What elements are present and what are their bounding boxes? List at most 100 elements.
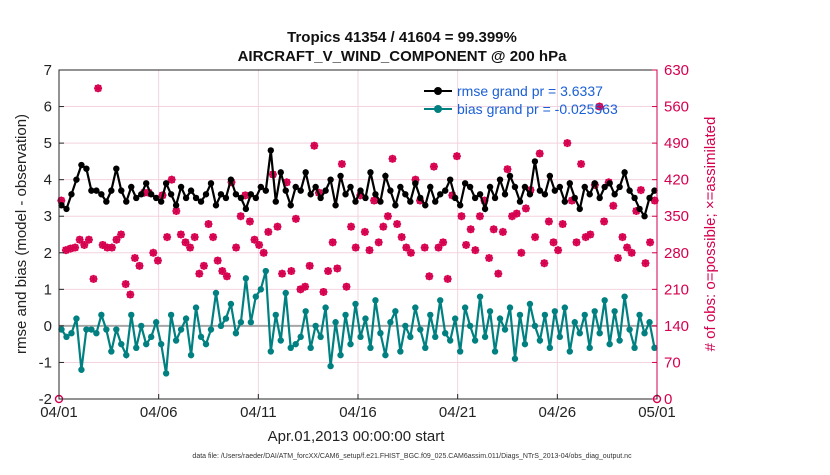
rmse-point: [217, 191, 225, 198]
obs-assimilated-marker: [89, 274, 98, 283]
rmse-point: [197, 198, 205, 205]
rmse-point: [651, 187, 658, 194]
rmse-point: [103, 198, 110, 205]
rmse-point: [93, 187, 100, 194]
bias-point: [626, 326, 633, 333]
bias-point: [496, 315, 504, 322]
rmse-point: [491, 194, 499, 202]
y-right-tick-label: 280: [664, 245, 689, 262]
rmse-point: [98, 191, 105, 198]
rmse-point: [466, 183, 474, 191]
rmse-point: [73, 176, 80, 183]
rmse-point: [461, 180, 469, 187]
y-left-tick-label: 5: [44, 135, 52, 152]
bias-point: [437, 297, 444, 304]
bias-point: [152, 319, 160, 326]
obs-assimilated-marker: [75, 235, 84, 244]
rmse-point: [526, 191, 534, 198]
rmse-point: [123, 198, 130, 205]
obs-assimilated-marker: [512, 209, 521, 218]
rmse-point: [83, 165, 90, 172]
rmse-point: [138, 191, 145, 198]
bias-point: [63, 333, 70, 341]
rmse-point: [571, 194, 578, 202]
bias-point: [332, 319, 339, 326]
obs-assimilated-marker: [443, 274, 452, 283]
x-tick-label: 04/16: [339, 404, 377, 421]
rmse-point: [576, 205, 583, 213]
bias-point: [282, 289, 289, 297]
obs-assimilated-marker: [245, 217, 254, 226]
y-right-tick-label: 70: [664, 354, 681, 371]
rmse-point: [531, 158, 539, 165]
rmse-point: [427, 183, 434, 191]
rmse-point: [362, 194, 369, 202]
rmse-point: [446, 176, 454, 183]
rmse-point: [581, 183, 588, 191]
bias-point: [327, 362, 334, 370]
obs-assimilated-marker: [457, 212, 466, 221]
bias-point: [531, 322, 539, 330]
rmse-point: [342, 191, 349, 198]
rmse-point: [506, 172, 514, 180]
obs-assimilated-marker: [328, 238, 337, 247]
bias-point: [167, 311, 175, 319]
obs-assimilated-marker: [319, 287, 328, 296]
rmse-point: [611, 191, 618, 198]
obs-assimilated-marker: [618, 233, 627, 242]
obs-assimilated-marker: [273, 222, 282, 231]
bias-point: [257, 286, 265, 293]
bias-point: [546, 344, 554, 352]
bias-point: [227, 300, 235, 308]
bias-point: [486, 308, 494, 315]
obs-assimilated-marker: [503, 165, 512, 174]
y-right-tick-label: 420: [664, 172, 689, 189]
obs-assimilated-marker: [397, 233, 406, 242]
x-tick-label: 04/01: [40, 404, 78, 421]
rmse-point: [292, 183, 299, 191]
bias-point: [382, 351, 389, 359]
obs-assimilated-marker: [388, 154, 397, 163]
y-right-tick-label: 630: [664, 62, 689, 79]
obs-assimilated-marker: [186, 243, 195, 252]
bias-point: [138, 322, 145, 330]
bias-point: [601, 297, 608, 304]
bias-point: [143, 340, 150, 348]
obs-assimilated-marker: [627, 248, 636, 257]
rmse-point: [402, 191, 409, 198]
x-tick-label: 04/26: [539, 404, 577, 421]
obs-assimilated-marker: [448, 191, 457, 200]
bias-point: [297, 333, 304, 341]
rmse-point: [601, 183, 608, 191]
obs-assimilated-marker: [250, 235, 259, 244]
bias-point: [641, 330, 648, 337]
rmse-point: [262, 187, 270, 194]
y-left-tick-label: -2: [39, 391, 52, 408]
obs-assimilated-marker: [351, 243, 360, 252]
bias-point: [631, 344, 638, 352]
rmse-point: [476, 191, 484, 198]
bias-point: [147, 333, 155, 341]
x-axis-label: Apr.01,2013 00:00:00 start: [268, 428, 446, 445]
rmse-point: [78, 161, 85, 169]
obs-assimilated-marker: [508, 212, 517, 221]
obs-assimilated-marker: [209, 233, 218, 242]
bias-point: [202, 340, 210, 348]
chart-title-line2: AIRCRAFT_V_WIND_COMPONENT @ 200 hPa: [238, 48, 568, 65]
bias-point: [397, 348, 404, 355]
y-axis-label-left: rmse and bias (model - observation): [13, 114, 30, 354]
bias-point: [412, 304, 419, 311]
obs-assimilated-marker: [360, 227, 369, 236]
bias-point: [78, 366, 85, 373]
bias-series-markers: [58, 267, 658, 377]
rmse-point: [397, 183, 404, 191]
obs-assimilated-marker: [66, 244, 75, 253]
rmse-point: [232, 191, 240, 198]
rmse-point: [327, 176, 334, 183]
obs-assimilated-marker: [641, 259, 650, 268]
bias-point: [481, 333, 489, 341]
obs-assimilated-marker: [586, 230, 595, 239]
obs-assimilated-marker: [172, 207, 181, 215]
obs-assimilated-marker: [278, 269, 287, 278]
bias-point: [591, 308, 598, 315]
